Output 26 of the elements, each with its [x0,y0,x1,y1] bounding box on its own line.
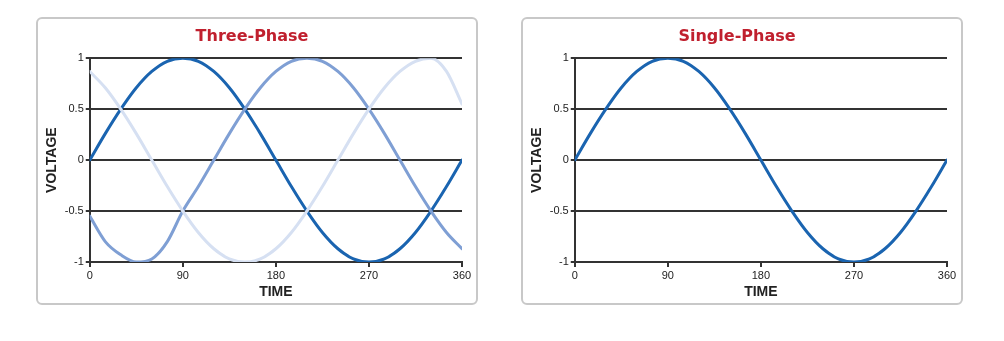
y-tick-label: 1 [77,51,84,64]
y-tick-label: 0 [562,153,569,166]
chart-title: Three-Phase [195,25,309,45]
y-axis-title: VOLTAGE [528,127,545,193]
x-tick-label: 180 [751,268,771,281]
y-tick-label: 0.5 [68,102,84,115]
x-axis-title: TIME [259,283,293,300]
x-axis-title: TIME [744,283,778,300]
x-tick-label: 90 [661,268,674,281]
y-tick-label: -1 [558,255,569,268]
y-tick-label: 0 [77,153,84,166]
y-tick-label: -0.5 [64,204,84,217]
x-tick-label: 0 [86,268,93,281]
chart-title: Single-Phase [678,25,796,45]
x-tick-label: 0 [571,268,578,281]
x-tick-label: 270 [844,268,864,281]
y-tick-label: 1 [562,51,569,64]
x-tick-label: 360 [937,268,957,281]
y-tick-label: 0.5 [553,102,569,115]
x-tick-label: 180 [266,268,286,281]
x-tick-label: 270 [359,268,379,281]
y-axis-title: VOLTAGE [43,127,60,193]
y-tick-label: -0.5 [549,204,569,217]
y-tick-label: -1 [73,255,84,268]
x-tick-label: 360 [452,268,472,281]
x-tick-label: 90 [176,268,189,281]
